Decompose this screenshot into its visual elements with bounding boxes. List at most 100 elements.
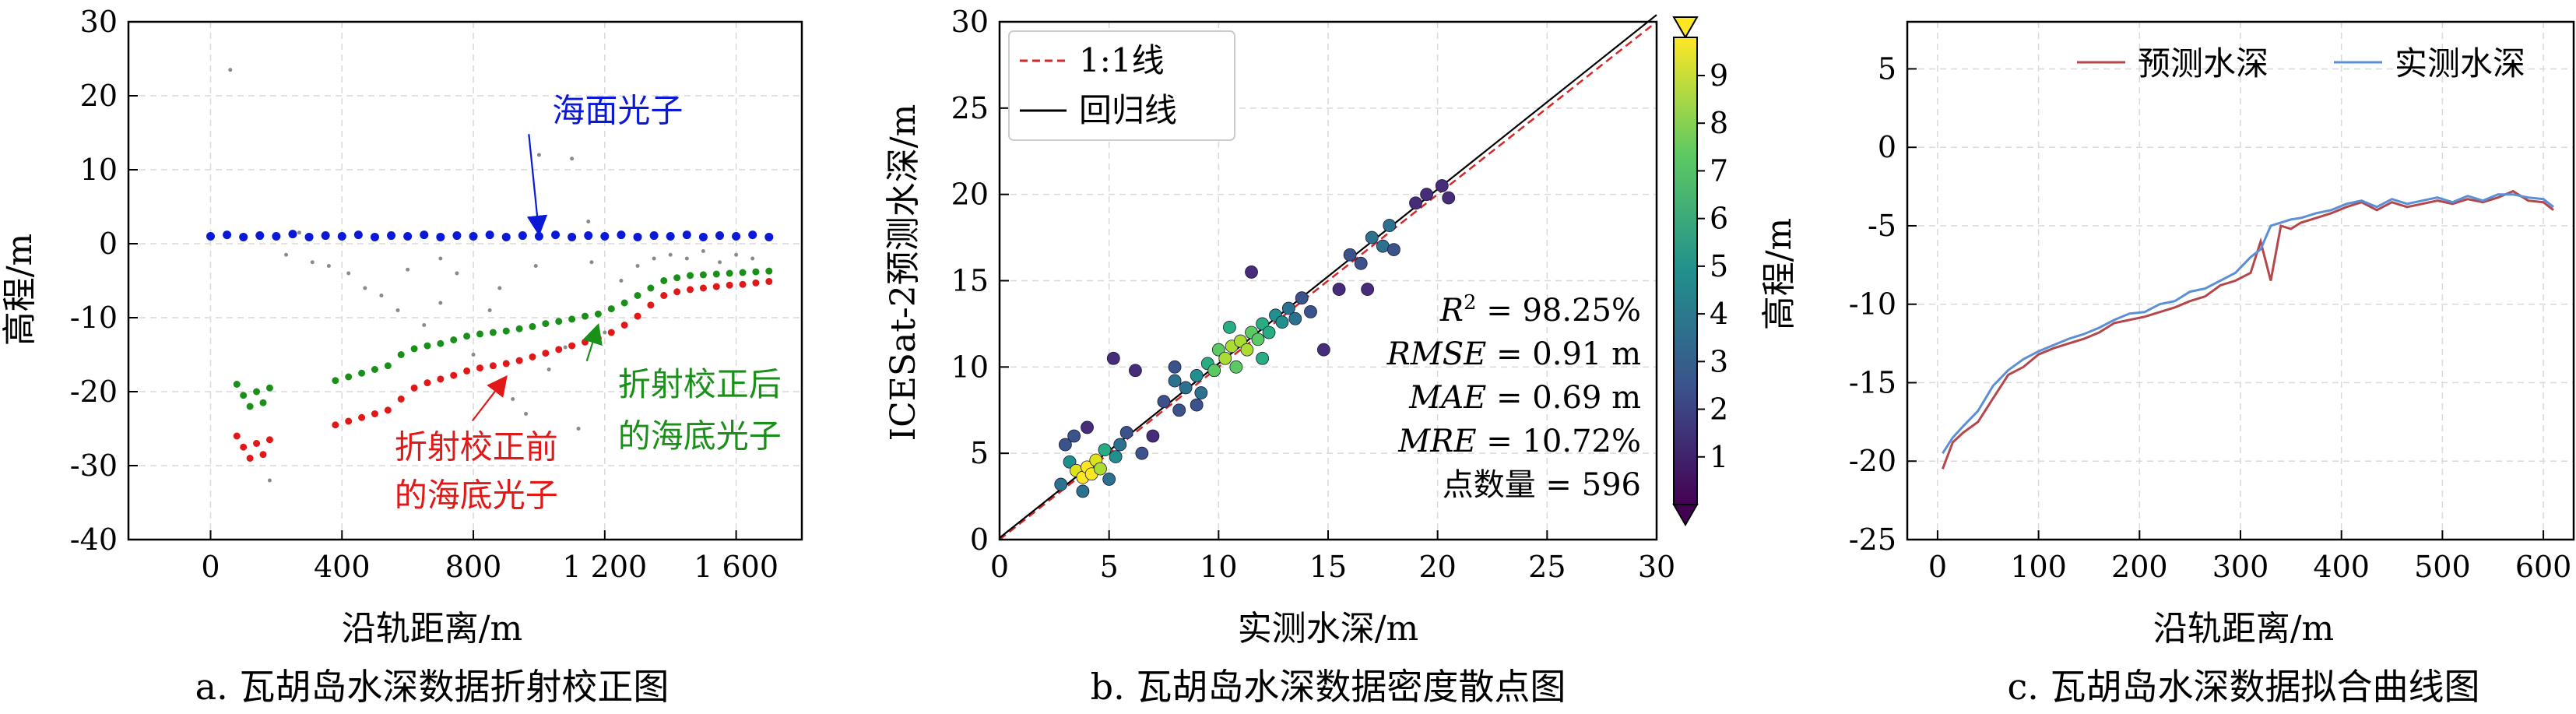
photon-point (423, 342, 431, 350)
photon-point (246, 455, 254, 462)
scatter-point (1420, 188, 1433, 202)
stat-line: R2 = 98.25% (1439, 291, 1641, 329)
photon-point (452, 231, 462, 241)
photon-point (594, 310, 602, 318)
photon-point (726, 281, 733, 289)
photon-point (358, 413, 366, 421)
annotation-label: 的海底光子 (618, 417, 782, 455)
y-tick-label: -5 (1868, 209, 1896, 243)
photon-point (463, 332, 471, 340)
photon-point (253, 388, 261, 396)
y-tick-label: 20 (951, 178, 989, 212)
noise-photon-point (346, 271, 351, 276)
y-tick-label: 20 (80, 79, 118, 113)
scatter-point (1190, 398, 1204, 412)
noise-photon-point (284, 252, 289, 257)
y-tick-label: 25 (951, 91, 989, 125)
photon-point (265, 384, 273, 392)
photon-point (304, 232, 314, 241)
noise-photon-point (619, 279, 624, 283)
noise-photon-point (563, 345, 568, 350)
photon-point (437, 339, 445, 347)
photon-point (337, 232, 346, 241)
photon-point (699, 284, 707, 292)
noise-photon-point (750, 256, 755, 261)
x-tick-label: 500 (2414, 550, 2471, 584)
annotation-arrow (471, 375, 508, 422)
noise-photon-point (422, 323, 427, 327)
y-tick-label: -30 (70, 448, 118, 483)
photon-point (732, 232, 741, 241)
photon-point (253, 440, 261, 447)
series-line (1941, 189, 2555, 470)
y-tick-label: -25 (1849, 522, 1896, 557)
y-tick-label: 5 (1878, 51, 1896, 86)
x-tick-label: 30 (1638, 550, 1675, 584)
scatter-point (1106, 351, 1120, 365)
photon-point (469, 232, 478, 241)
photon-point (450, 336, 458, 343)
photon-point (265, 436, 273, 444)
noise-photon-point (487, 308, 492, 312)
photon-point (288, 230, 297, 239)
scatter-point (1245, 266, 1258, 279)
scatter-point (1076, 484, 1090, 498)
panel-c-gridlines (1907, 22, 2574, 540)
photon-point (233, 432, 241, 440)
colorbar-min-extend (1672, 504, 1699, 527)
photon-point (712, 270, 720, 278)
y-tick-label: -40 (70, 522, 118, 557)
panel-c-fit-curve: 0 100 200 300 400 500 600 -25 -20 -15 -10 -5 0 5 预测水深… (1759, 20, 2575, 708)
colorbar-tick-label: 8 (1710, 106, 1728, 140)
x-tick-label: 0 (990, 550, 1009, 584)
photon-point (739, 280, 747, 288)
noise-photon-point (536, 153, 541, 157)
photon-point (518, 231, 527, 241)
x-tick-label: 300 (2212, 550, 2269, 584)
scatter-point (1190, 369, 1204, 382)
stat-line: MAE = 0.69 m (1408, 380, 1641, 416)
colorbar-tick-label: 1 (1710, 440, 1728, 474)
photon-point (673, 288, 681, 296)
panel-b-xlabel: 实测水深/m (1238, 609, 1419, 649)
photon-point (765, 267, 773, 275)
scatter-point (1435, 179, 1449, 192)
scatter-point (1376, 239, 1390, 253)
x-tick-label: 400 (2313, 550, 2370, 584)
photon-point (660, 277, 668, 284)
photon-point (384, 362, 392, 370)
photon-point (682, 230, 691, 240)
photon-point (371, 410, 378, 417)
noise-photon-point (395, 308, 400, 312)
noise-photon-point (406, 267, 410, 272)
panel-b-axes: 0 5 10 15 20 25 30 0 5 10 15 20 25 30 (951, 5, 1676, 584)
photon-point (529, 353, 536, 361)
panel-a-axes: 0 400 800 1 200 1 600 -40 -30 -20 -10 0 10 20 30 (70, 5, 803, 584)
photon-point (384, 406, 392, 414)
series-line (1942, 193, 2555, 455)
photon-point (698, 232, 708, 241)
photon-point (666, 232, 675, 241)
scatter-point (1256, 351, 1269, 365)
scatter-point (1113, 438, 1127, 452)
photon-point (436, 232, 445, 241)
photon-point (765, 277, 773, 285)
noise-photon-point (497, 286, 502, 290)
photon-point (397, 396, 405, 403)
photon-point (246, 403, 254, 410)
photon-point (529, 322, 536, 330)
photon-point (206, 232, 215, 241)
scatter-point (1223, 320, 1236, 334)
photon-point (345, 373, 353, 381)
panel-b-caption: b. 瓦胡岛水深数据密度散点图 (1091, 666, 1566, 708)
scatter-point (1304, 304, 1317, 318)
photon-point (594, 335, 602, 343)
panel-b-legend-box (1008, 30, 1235, 141)
photon-point (321, 231, 330, 241)
photon-point (502, 360, 510, 368)
stat-line: RMSE = 0.91 m (1386, 336, 1641, 372)
noise-photon-point (576, 427, 581, 431)
panel-c-ylabel: 高程/m (1759, 218, 1799, 331)
x-tick-label: 800 (445, 550, 502, 584)
